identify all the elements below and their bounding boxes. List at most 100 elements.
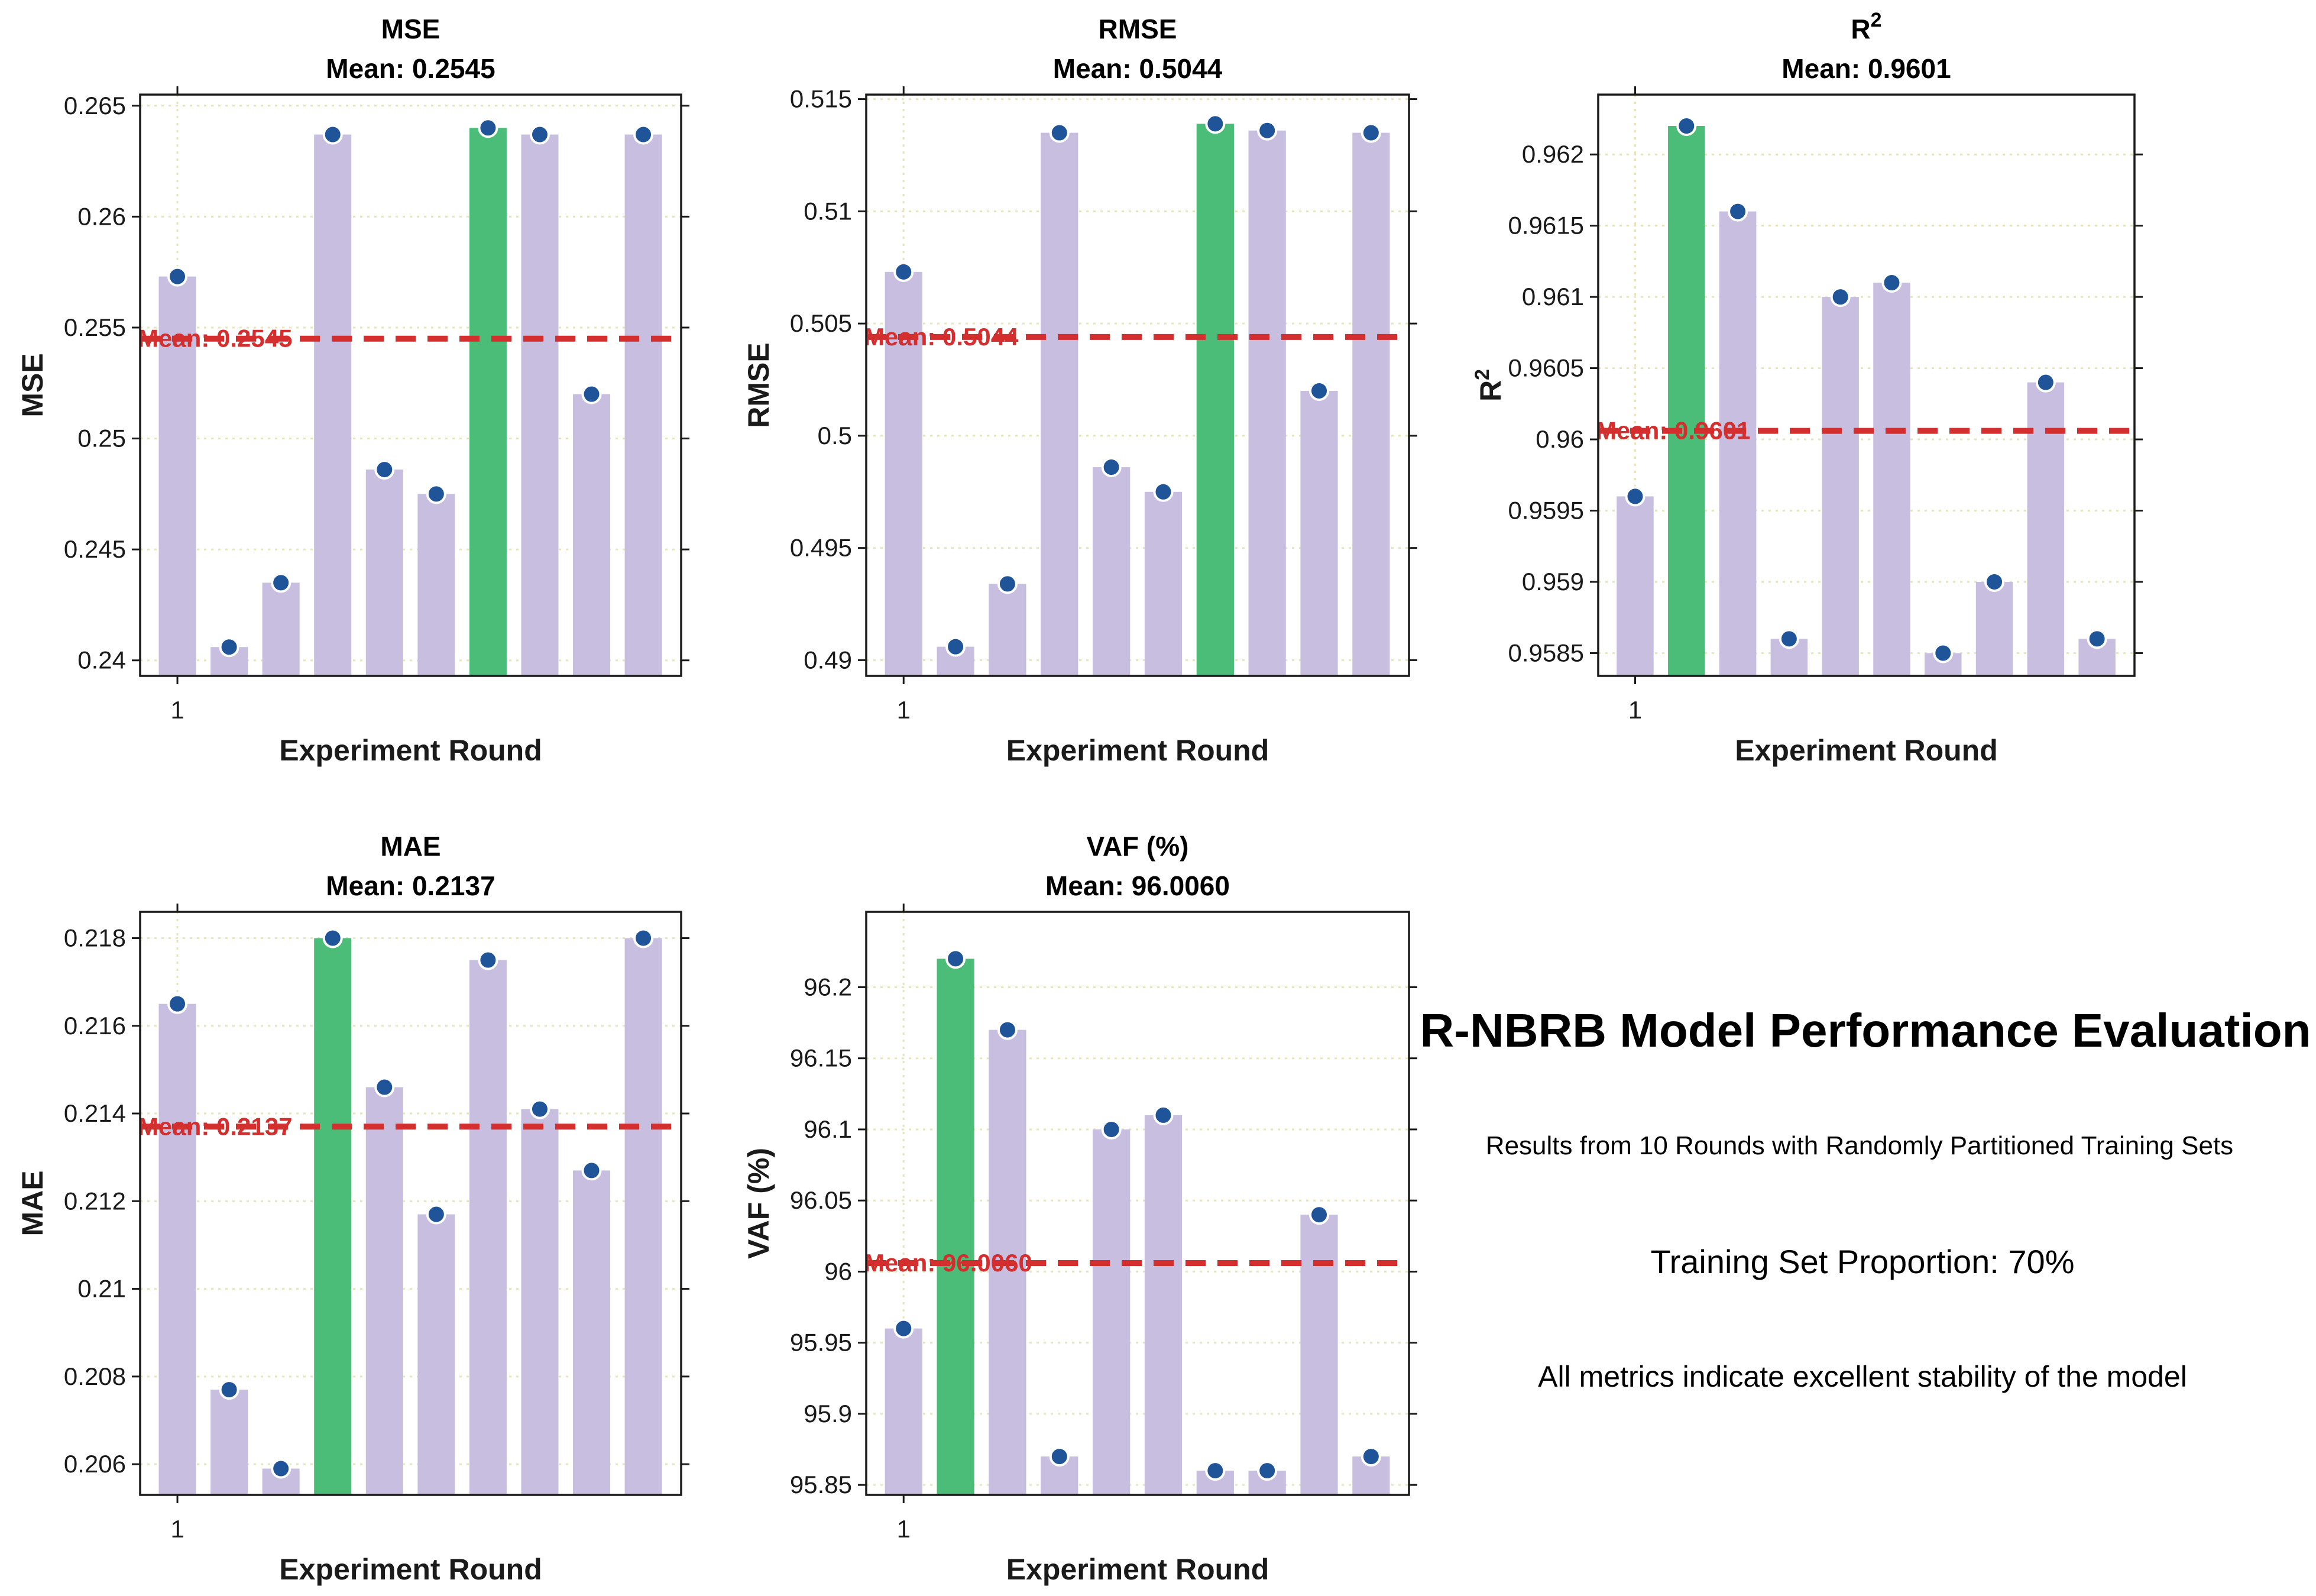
y-tick-label: 0.515 [790,85,852,113]
x-tick-label: 1 [897,1515,911,1543]
data-point [2087,629,2107,649]
plot-frame [865,93,1410,677]
data-point [1205,1461,1226,1481]
summary-title: R-NBRB Model Performance Evaluation [1420,1004,2311,1057]
bar [1719,211,1757,676]
summary-proportion: Training Set Proportion: 70% [1651,1243,2075,1280]
bar [1300,390,1338,676]
panel-subtitle: Mean: 0.9601 [1781,53,1951,84]
x-axis-label: Experiment Round [279,734,542,767]
y-tick-label: 0.25 [77,425,126,452]
panel-subtitle: Mean: 96.0060 [1045,870,1230,901]
data-point [478,118,498,138]
mean-label: Mean: 96.0060 [864,1249,1032,1277]
y-tick-label: 0.9585 [1508,639,1584,666]
y-tick-label: 0.495 [790,534,852,562]
y-tick-label: 95.85 [790,1471,852,1498]
x-tick-label: 1 [170,1515,184,1543]
data-point [374,1077,395,1098]
data-point [1049,122,1070,143]
data-point [997,574,1018,594]
data-point [219,1380,239,1400]
panel-title: RMSE [1099,14,1177,44]
bar [1300,1215,1338,1495]
bar [365,470,403,676]
data-point [1309,380,1330,401]
data-point [1257,1461,1278,1481]
panel-subtitle: Mean: 0.2137 [326,870,495,901]
y-tick-label: 95.9 [804,1400,852,1427]
panel-title: MAE [380,831,440,862]
panel-title: R2 [1851,9,1881,44]
data-point [426,1204,446,1225]
best-bar [1196,124,1234,676]
plot-frame [139,911,682,1496]
bar [417,494,455,676]
y-tick-label: 96.15 [790,1044,852,1072]
data-point [1625,486,1646,507]
chart-vaf: Mean: 96.0060 95.85 95.9 95.95 96 96.05 96.1 96… [742,831,1417,1586]
y-tick-label: 96 [824,1257,852,1285]
bar [210,1390,248,1495]
panel-title-text: VAF (%) [1087,831,1189,862]
x-axis-label: Experiment Round [1735,734,1997,767]
data-point [1676,116,1697,137]
x-tick-label: 1 [1628,696,1642,724]
y-tick-label: 0.9615 [1508,212,1584,239]
data-point [271,1458,291,1479]
panel-title-text: MSE [381,14,440,44]
data-point [1933,643,1954,663]
best-bar [937,959,974,1495]
bar [1975,581,2013,676]
y-tick-label: 0.5 [818,422,852,449]
bar [1873,283,1910,676]
y-axis-label: R2 [1471,369,1507,402]
chart-mae: Mean: 0.2137 0.206 0.208 0.21 0.212 0.214 0.21… [16,831,689,1586]
data-point [374,459,395,480]
data-point [893,1318,914,1339]
data-point [271,572,291,593]
bar [262,582,300,676]
data-point [167,993,188,1014]
data-point [167,266,188,287]
panel-title-text: MAE [380,831,440,862]
y-axis-label-text: R [1474,380,1507,402]
data-point [945,948,966,969]
y-axis-label: RMSE [742,342,775,428]
mean-label: Mean: 0.2137 [138,1112,292,1140]
panel-title: VAF (%) [1087,831,1189,862]
bar [158,276,196,676]
y-tick-label: 0.216 [64,1012,126,1040]
bar [469,960,507,1495]
data-point [1361,122,1381,143]
y-tick-label: 0.206 [64,1450,126,1478]
panel-subtitle: Mean: 0.2545 [326,53,495,84]
data-point [581,1160,602,1181]
data-point [322,124,343,145]
bar [885,1328,922,1495]
bar [1093,467,1131,676]
y-axis-label-text: MAE [16,1170,49,1236]
data-point [1101,1119,1122,1139]
data-point [529,1099,550,1119]
data-point [1205,114,1226,134]
x-tick-label: 1 [170,696,184,724]
y-tick-label: 96.05 [790,1186,852,1214]
y-tick-label: 0.218 [64,924,126,951]
y-tick-label: 0.961 [1522,283,1584,310]
x-axis-label: Experiment Round [1006,1553,1269,1586]
bar [1617,496,1654,676]
best-bar [1668,126,1705,676]
bar [624,134,662,676]
bar [158,1003,196,1495]
data-point [322,928,343,948]
bar [521,1109,559,1495]
plot-frame [865,911,1410,1496]
bar [989,584,1026,676]
plot-frame [139,93,682,677]
data-point [1361,1446,1381,1467]
y-tick-label: 96.2 [804,973,852,1001]
data-point [1779,629,1799,649]
y-axis-label-text: VAF (%) [742,1148,775,1259]
